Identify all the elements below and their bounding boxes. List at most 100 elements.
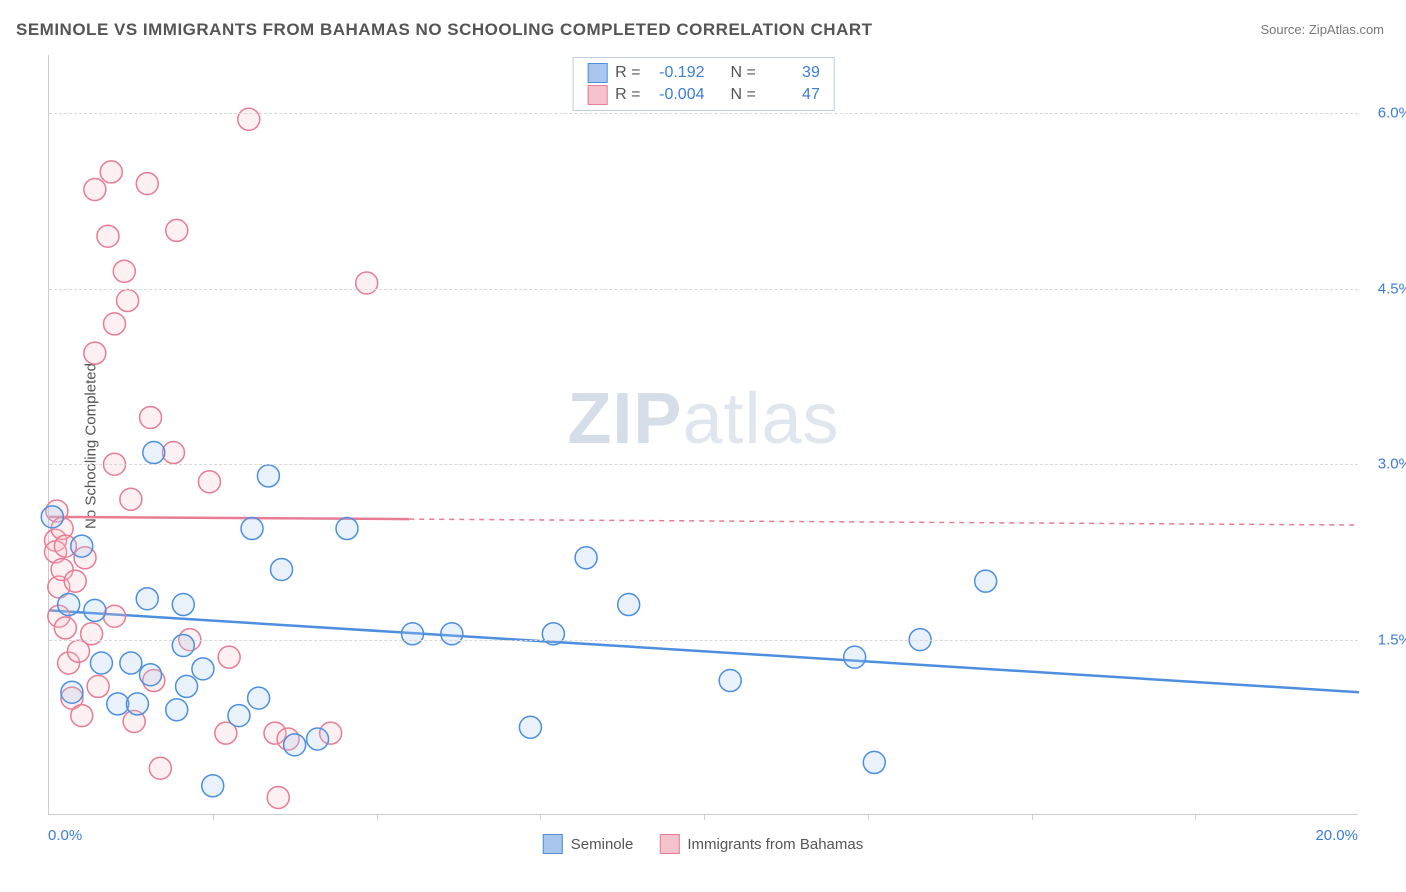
- data-point: [238, 108, 260, 130]
- data-point: [202, 775, 224, 797]
- swatch-bahamas: [659, 834, 679, 854]
- data-point: [120, 652, 142, 674]
- data-point: [41, 506, 63, 528]
- data-point: [84, 342, 106, 364]
- source-label: Source: ZipAtlas.com: [1260, 22, 1384, 37]
- swatch-seminole: [587, 63, 607, 83]
- stats-row-bahamas: R = -0.004 N = 47: [587, 84, 820, 106]
- data-point: [58, 594, 80, 616]
- data-point: [104, 605, 126, 627]
- gridline: [49, 640, 1358, 641]
- gridline: [49, 113, 1358, 114]
- r-label: R =: [615, 84, 640, 106]
- data-point: [192, 658, 214, 680]
- data-point: [126, 693, 148, 715]
- data-point: [176, 675, 198, 697]
- n-label: N =: [731, 84, 756, 106]
- data-point: [267, 786, 289, 808]
- data-point: [104, 313, 126, 335]
- data-point: [519, 716, 541, 738]
- stats-row-seminole: R = -0.192 N = 39: [587, 62, 820, 84]
- legend-item-seminole: Seminole: [543, 834, 634, 854]
- data-point: [84, 178, 106, 200]
- stats-legend-box: R = -0.192 N = 39 R = -0.004 N = 47: [572, 57, 835, 111]
- data-point: [844, 646, 866, 668]
- data-point: [172, 634, 194, 656]
- r-value-seminole: -0.192: [649, 62, 705, 84]
- data-point: [618, 594, 640, 616]
- data-point: [575, 547, 597, 569]
- trendline: [49, 517, 409, 519]
- trendline-extrapolated: [409, 519, 1359, 525]
- data-point: [113, 260, 135, 282]
- data-point: [257, 465, 279, 487]
- data-point: [441, 623, 463, 645]
- x-tick: [540, 814, 541, 820]
- data-point: [975, 570, 997, 592]
- data-point: [248, 687, 270, 709]
- data-point: [97, 225, 119, 247]
- swatch-seminole: [543, 834, 563, 854]
- data-point: [162, 442, 184, 464]
- chart-title: SEMINOLE VS IMMIGRANTS FROM BAHAMAS NO S…: [16, 20, 873, 40]
- data-point: [172, 594, 194, 616]
- data-point: [71, 705, 93, 727]
- data-point: [307, 728, 329, 750]
- data-point: [198, 471, 220, 493]
- data-point: [71, 535, 93, 557]
- data-point: [107, 693, 129, 715]
- x-tick-min: 0.0%: [48, 827, 82, 844]
- x-tick-max: 20.0%: [1315, 827, 1358, 844]
- data-point: [166, 219, 188, 241]
- x-tick: [1195, 814, 1196, 820]
- y-tick-label: 4.5%: [1378, 280, 1406, 297]
- data-point: [271, 558, 293, 580]
- data-point: [136, 588, 158, 610]
- data-point: [542, 623, 564, 645]
- r-value-bahamas: -0.004: [649, 84, 705, 106]
- data-point: [356, 272, 378, 294]
- data-point: [140, 664, 162, 686]
- data-point: [143, 442, 165, 464]
- data-point: [61, 681, 83, 703]
- x-tick: [1032, 814, 1033, 820]
- swatch-bahamas: [587, 85, 607, 105]
- data-point: [120, 488, 142, 510]
- data-point: [54, 617, 76, 639]
- scatter-svg: [49, 55, 1359, 815]
- data-point: [64, 570, 86, 592]
- data-point: [100, 161, 122, 183]
- data-point: [87, 675, 109, 697]
- data-point: [218, 646, 240, 668]
- data-point: [149, 757, 171, 779]
- data-point: [719, 670, 741, 692]
- y-tick-label: 6.0%: [1378, 105, 1406, 122]
- data-point: [136, 173, 158, 195]
- n-value-seminole: 39: [764, 62, 820, 84]
- legend-label: Seminole: [571, 836, 634, 853]
- data-point: [284, 734, 306, 756]
- data-point: [90, 652, 112, 674]
- data-point: [863, 751, 885, 773]
- n-label: N =: [731, 62, 756, 84]
- data-point: [402, 623, 424, 645]
- data-point: [84, 599, 106, 621]
- data-point: [140, 406, 162, 428]
- data-point: [117, 290, 139, 312]
- legend-item-bahamas: Immigrants from Bahamas: [659, 834, 863, 854]
- r-label: R =: [615, 62, 640, 84]
- gridline: [49, 289, 1358, 290]
- bottom-legend: Seminole Immigrants from Bahamas: [543, 834, 863, 854]
- y-tick-label: 3.0%: [1378, 456, 1406, 473]
- x-tick: [704, 814, 705, 820]
- trendline: [49, 610, 1359, 692]
- data-point: [81, 623, 103, 645]
- n-value-bahamas: 47: [764, 84, 820, 106]
- data-point: [336, 518, 358, 540]
- x-tick: [377, 814, 378, 820]
- data-point: [166, 699, 188, 721]
- y-tick-label: 1.5%: [1378, 631, 1406, 648]
- gridline: [49, 464, 1358, 465]
- x-tick: [213, 814, 214, 820]
- x-tick: [868, 814, 869, 820]
